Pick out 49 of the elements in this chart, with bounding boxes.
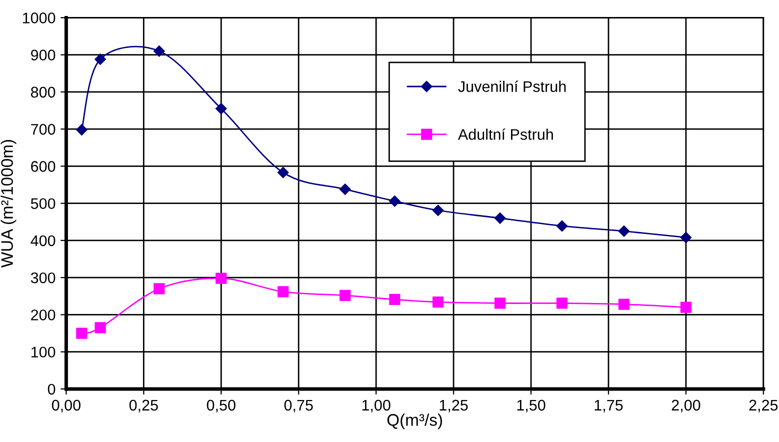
point — [154, 283, 165, 294]
point — [556, 220, 568, 232]
point — [94, 54, 106, 65]
point — [556, 298, 568, 309]
legend-label: Juvenilní Pstruh — [458, 80, 566, 92]
point — [618, 298, 630, 310]
point — [618, 226, 630, 237]
x-tick-label: 1,75 — [594, 400, 623, 412]
y-tick-label: 100 — [31, 346, 56, 358]
y-tick-label: 1000 — [22, 12, 56, 24]
point — [432, 296, 444, 308]
point — [94, 322, 106, 334]
y-tick-label: 200 — [31, 310, 56, 320]
x-tick-label: 1,50 — [517, 400, 546, 412]
y-tick-label: 0 — [48, 384, 56, 395]
point — [76, 124, 88, 136]
y-tick-label: 900 — [31, 50, 56, 60]
x-tick-label: 2,00 — [672, 400, 700, 412]
point — [216, 103, 227, 114]
point — [432, 204, 444, 216]
y-tick-label: 500 — [30, 198, 56, 210]
point — [680, 302, 692, 313]
point — [389, 294, 400, 306]
point — [680, 232, 692, 244]
x-tick-label: 0,25 — [129, 400, 158, 412]
y-tick-label: 400 — [30, 235, 56, 246]
point — [278, 286, 289, 298]
point — [494, 298, 506, 309]
point — [76, 328, 88, 339]
legend-label: Adultní Pstruh — [458, 128, 553, 140]
y-tick-label: 700 — [31, 124, 56, 135]
x-tick-label: 0,50 — [206, 400, 236, 412]
y-axis-title: WUA (m²/1000m) — [0, 140, 16, 268]
x-tick-label: 0,00 — [52, 400, 80, 412]
point — [154, 45, 165, 57]
point — [494, 212, 506, 224]
point — [339, 184, 351, 195]
point — [216, 272, 227, 284]
y-tick-label: 300 — [30, 272, 56, 284]
y-tick-label: 800 — [30, 86, 56, 98]
point — [278, 166, 289, 178]
x-tick-label: 0,75 — [284, 400, 313, 412]
x-axis-title: Q(m³/s) — [387, 414, 442, 430]
point — [340, 290, 351, 301]
x-tick-label: 1,00 — [362, 400, 390, 412]
x-tick-label: 1,25 — [440, 400, 468, 412]
point — [389, 195, 400, 207]
x-tick-label: 2,25 — [749, 400, 778, 412]
y-tick-label: 600 — [31, 161, 56, 172]
